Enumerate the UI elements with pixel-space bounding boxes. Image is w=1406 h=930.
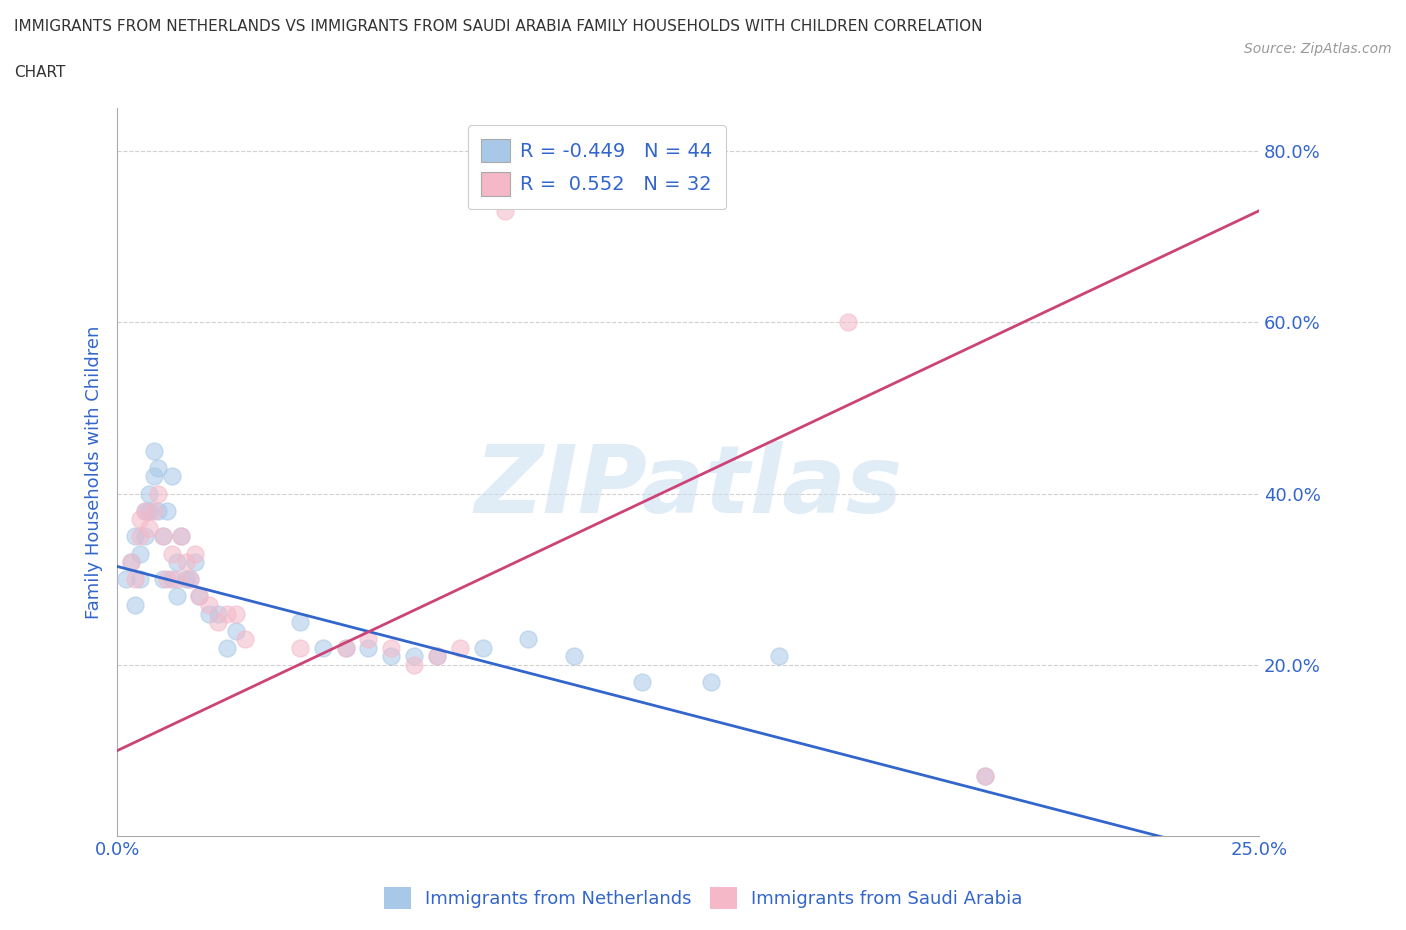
- Point: [179, 572, 201, 587]
- Point: [188, 589, 211, 604]
- Point: [471, 641, 494, 656]
- Point: [631, 674, 654, 689]
- Point: [426, 649, 449, 664]
- Point: [184, 554, 207, 569]
- Point: [148, 503, 170, 518]
- Point: [562, 649, 585, 664]
- Point: [156, 572, 179, 587]
- Point: [138, 521, 160, 536]
- Point: [134, 529, 156, 544]
- Point: [215, 641, 238, 656]
- Point: [837, 314, 859, 329]
- Point: [134, 503, 156, 518]
- Point: [142, 444, 165, 458]
- Point: [120, 554, 142, 569]
- Point: [357, 641, 380, 656]
- Legend: R = -0.449   N = 44, R =  0.552   N = 32: R = -0.449 N = 44, R = 0.552 N = 32: [468, 125, 725, 209]
- Point: [170, 529, 193, 544]
- Text: ZIPatlas: ZIPatlas: [474, 441, 903, 533]
- Point: [138, 503, 160, 518]
- Point: [160, 469, 183, 484]
- Point: [148, 486, 170, 501]
- Point: [768, 649, 790, 664]
- Point: [207, 615, 229, 630]
- Point: [166, 589, 188, 604]
- Point: [402, 658, 425, 672]
- Point: [517, 631, 540, 646]
- Point: [700, 674, 723, 689]
- Point: [335, 641, 357, 656]
- Point: [188, 589, 211, 604]
- Point: [494, 204, 516, 219]
- Point: [402, 649, 425, 664]
- Point: [166, 572, 188, 587]
- Point: [134, 503, 156, 518]
- Y-axis label: Family Households with Children: Family Households with Children: [86, 326, 103, 618]
- Point: [166, 554, 188, 569]
- Point: [426, 649, 449, 664]
- Point: [129, 512, 152, 526]
- Point: [138, 486, 160, 501]
- Point: [160, 572, 183, 587]
- Point: [152, 529, 174, 544]
- Point: [288, 615, 311, 630]
- Point: [152, 529, 174, 544]
- Point: [124, 598, 146, 613]
- Point: [179, 572, 201, 587]
- Point: [449, 641, 471, 656]
- Point: [184, 546, 207, 561]
- Text: CHART: CHART: [14, 65, 66, 80]
- Point: [142, 503, 165, 518]
- Point: [197, 606, 219, 621]
- Point: [380, 641, 402, 656]
- Point: [160, 546, 183, 561]
- Point: [974, 769, 997, 784]
- Text: IMMIGRANTS FROM NETHERLANDS VS IMMIGRANTS FROM SAUDI ARABIA FAMILY HOUSEHOLDS WI: IMMIGRANTS FROM NETHERLANDS VS IMMIGRANT…: [14, 19, 983, 33]
- Point: [129, 529, 152, 544]
- Point: [207, 606, 229, 621]
- Point: [174, 572, 197, 587]
- Point: [174, 554, 197, 569]
- Point: [148, 460, 170, 475]
- Point: [156, 503, 179, 518]
- Point: [380, 649, 402, 664]
- Point: [974, 769, 997, 784]
- Point: [215, 606, 238, 621]
- Point: [225, 606, 247, 621]
- Legend: Immigrants from Netherlands, Immigrants from Saudi Arabia: Immigrants from Netherlands, Immigrants …: [377, 880, 1029, 916]
- Point: [120, 554, 142, 569]
- Point: [129, 546, 152, 561]
- Point: [129, 572, 152, 587]
- Point: [124, 572, 146, 587]
- Point: [357, 631, 380, 646]
- Point: [142, 469, 165, 484]
- Text: Source: ZipAtlas.com: Source: ZipAtlas.com: [1244, 42, 1392, 56]
- Point: [312, 641, 335, 656]
- Point: [124, 529, 146, 544]
- Point: [152, 572, 174, 587]
- Point: [170, 529, 193, 544]
- Point: [335, 641, 357, 656]
- Point: [288, 641, 311, 656]
- Point: [115, 572, 138, 587]
- Point: [225, 623, 247, 638]
- Point: [233, 631, 256, 646]
- Point: [197, 598, 219, 613]
